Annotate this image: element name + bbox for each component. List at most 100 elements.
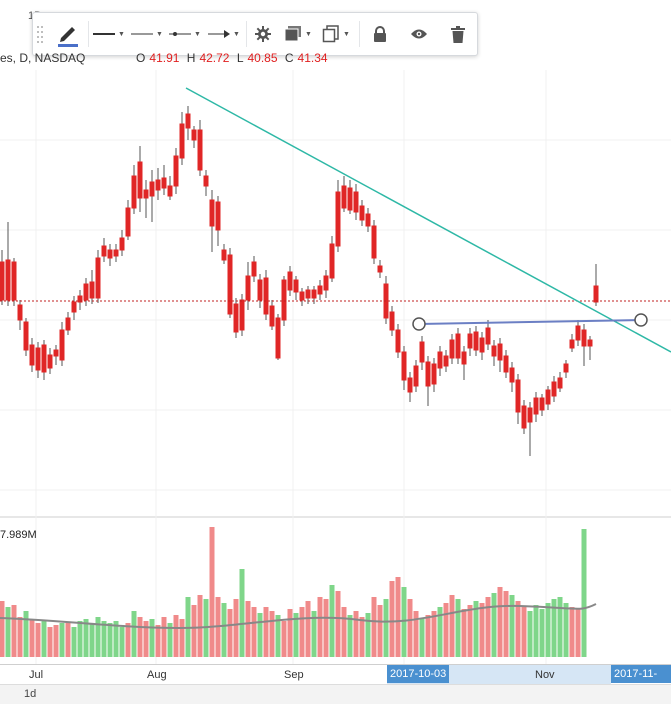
pencil-icon	[58, 27, 78, 47]
high-value: 42.72	[199, 51, 230, 65]
volume-bar	[167, 623, 173, 657]
volume-bar	[257, 613, 263, 657]
candle	[371, 225, 377, 259]
volume-bar	[479, 603, 485, 657]
candle	[353, 191, 359, 213]
volume-bar	[455, 599, 461, 657]
candle	[101, 245, 107, 257]
volume-bar	[77, 621, 83, 657]
range-button[interactable]: 1d	[24, 688, 37, 700]
lock-button[interactable]	[367, 17, 393, 51]
candle	[203, 175, 209, 187]
volume-bar	[467, 605, 473, 657]
candle	[593, 285, 599, 303]
candle	[71, 301, 77, 313]
candle	[173, 155, 179, 187]
volume-bar	[11, 605, 17, 657]
open-value: 41.91	[149, 51, 180, 65]
line-handle-end	[634, 313, 648, 327]
clone-icon	[322, 25, 339, 43]
volume-bar	[383, 599, 389, 657]
volume-bar	[575, 609, 581, 657]
line-color-button[interactable]: ▼	[91, 17, 127, 51]
arrow-style-button[interactable]: ▼	[205, 17, 243, 51]
volume-bar	[83, 619, 89, 657]
candle	[293, 279, 299, 293]
candle	[389, 311, 395, 331]
candle	[407, 377, 413, 393]
line-style-icon	[169, 32, 192, 36]
line-color-icon	[93, 33, 116, 35]
volume-bar	[497, 587, 503, 657]
delete-button[interactable]	[445, 17, 471, 51]
price-chart[interactable]	[0, 0, 671, 664]
volume-bar	[341, 607, 347, 657]
volume-bar	[311, 611, 317, 657]
candle	[221, 249, 227, 261]
high-label: H	[186, 51, 196, 65]
volume-bar	[443, 603, 449, 657]
volume-bar	[173, 615, 179, 657]
candle	[473, 331, 479, 351]
candle	[425, 361, 431, 387]
candle	[17, 304, 23, 321]
volume-bar	[419, 619, 425, 657]
visibility-button[interactable]	[405, 17, 433, 51]
candle	[539, 397, 545, 411]
candle	[179, 123, 185, 159]
volume-bar	[101, 621, 107, 657]
volume-bar	[401, 587, 407, 657]
volume-bar	[113, 621, 119, 657]
volume-bar	[149, 619, 155, 657]
candle	[299, 291, 305, 301]
time-axis[interactable]: Jul Aug Sep 2017-10-03 Nov 2017-11-23	[0, 664, 671, 698]
line-style-button[interactable]: ▼	[167, 17, 203, 51]
volume-bar	[539, 609, 545, 657]
candle	[479, 337, 485, 353]
volume-bar	[137, 617, 143, 657]
candle	[437, 351, 443, 369]
volume-bar	[269, 611, 275, 657]
settings-button[interactable]	[251, 17, 275, 51]
candle	[233, 303, 239, 333]
candle	[239, 299, 245, 331]
candle	[485, 327, 491, 345]
volume-bar	[155, 625, 161, 657]
line-width-button[interactable]: ▼	[129, 17, 165, 51]
horizontal-line-drawing	[418, 319, 642, 325]
volume-bar	[377, 605, 383, 657]
axis-label-sep: Sep	[284, 669, 304, 681]
symbol-name[interactable]: es, D, NASDAQ	[0, 51, 86, 65]
trash-icon	[451, 25, 465, 43]
fill-icon	[284, 26, 302, 42]
volume-bar	[89, 623, 95, 657]
volume-bar	[521, 607, 527, 657]
axis-label-aug: Aug	[147, 669, 167, 681]
candle	[341, 185, 347, 209]
volume-bar	[221, 603, 227, 657]
lock-icon	[374, 26, 386, 42]
gear-icon	[255, 26, 271, 42]
symbol-legend: es, D, NASDAQ O 41.91 H 42.72 L 40.85 C 41.3…	[0, 51, 332, 65]
candle	[119, 237, 125, 251]
volume-bar	[557, 597, 563, 657]
volume-bar	[413, 611, 419, 657]
volume-bar	[449, 595, 455, 657]
candle	[155, 179, 161, 191]
candle	[65, 317, 71, 331]
candle	[83, 283, 89, 301]
volume-bar	[317, 597, 323, 657]
volume-bar	[23, 611, 29, 657]
clone-button[interactable]: ▼	[319, 17, 353, 51]
candle	[125, 207, 131, 237]
pencil-button[interactable]	[53, 17, 83, 51]
fill-button[interactable]: ▼	[281, 17, 315, 51]
candle	[263, 277, 269, 315]
candle	[215, 201, 221, 231]
volume-bar	[125, 623, 131, 657]
drag-handle-icon[interactable]	[36, 25, 44, 43]
line-width-icon	[131, 33, 154, 35]
candle	[149, 181, 155, 197]
candle	[47, 354, 53, 369]
candle	[551, 381, 557, 397]
